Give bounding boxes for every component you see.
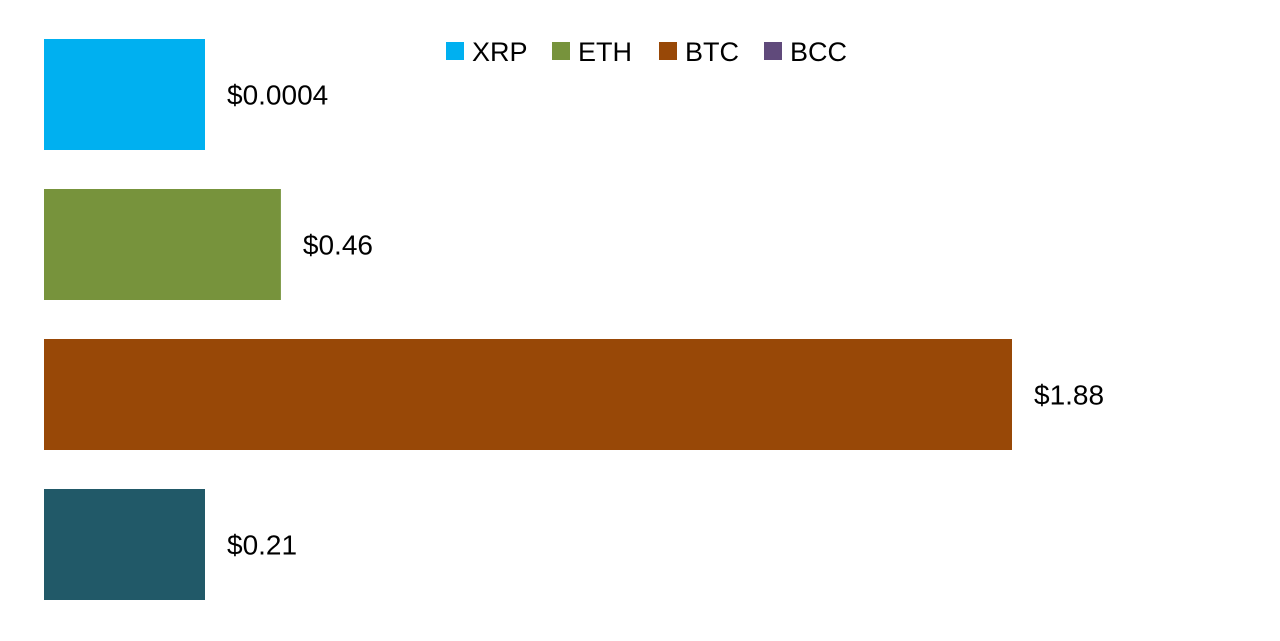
bar-value-label-1: $0.0004 (227, 80, 328, 111)
legend-swatch-xrp (446, 42, 464, 60)
legend-label-bcc: BCC (790, 37, 847, 67)
bar-value-label-2: $0.46 (303, 230, 373, 261)
value-labels: $0.0004 $0.46 $1.88 $0.21 (227, 80, 1104, 561)
bar-3 (44, 339, 1012, 450)
legend-swatch-eth (552, 42, 570, 60)
bar-4 (44, 489, 205, 600)
bar-value-label-4: $0.21 (227, 530, 297, 561)
bar-2 (44, 189, 281, 300)
legend-label-xrp: XRP (472, 37, 528, 67)
bar-value-label-3: $1.88 (1034, 380, 1104, 411)
legend-label-btc: BTC (685, 37, 739, 67)
legend-swatch-bcc (764, 42, 782, 60)
bar-series (44, 39, 1012, 600)
chart-legend: XRP ETH BTC BCC (446, 37, 847, 67)
legend-swatch-btc (659, 42, 677, 60)
legend-label-eth: ETH (578, 37, 632, 67)
bar-1 (44, 39, 205, 150)
